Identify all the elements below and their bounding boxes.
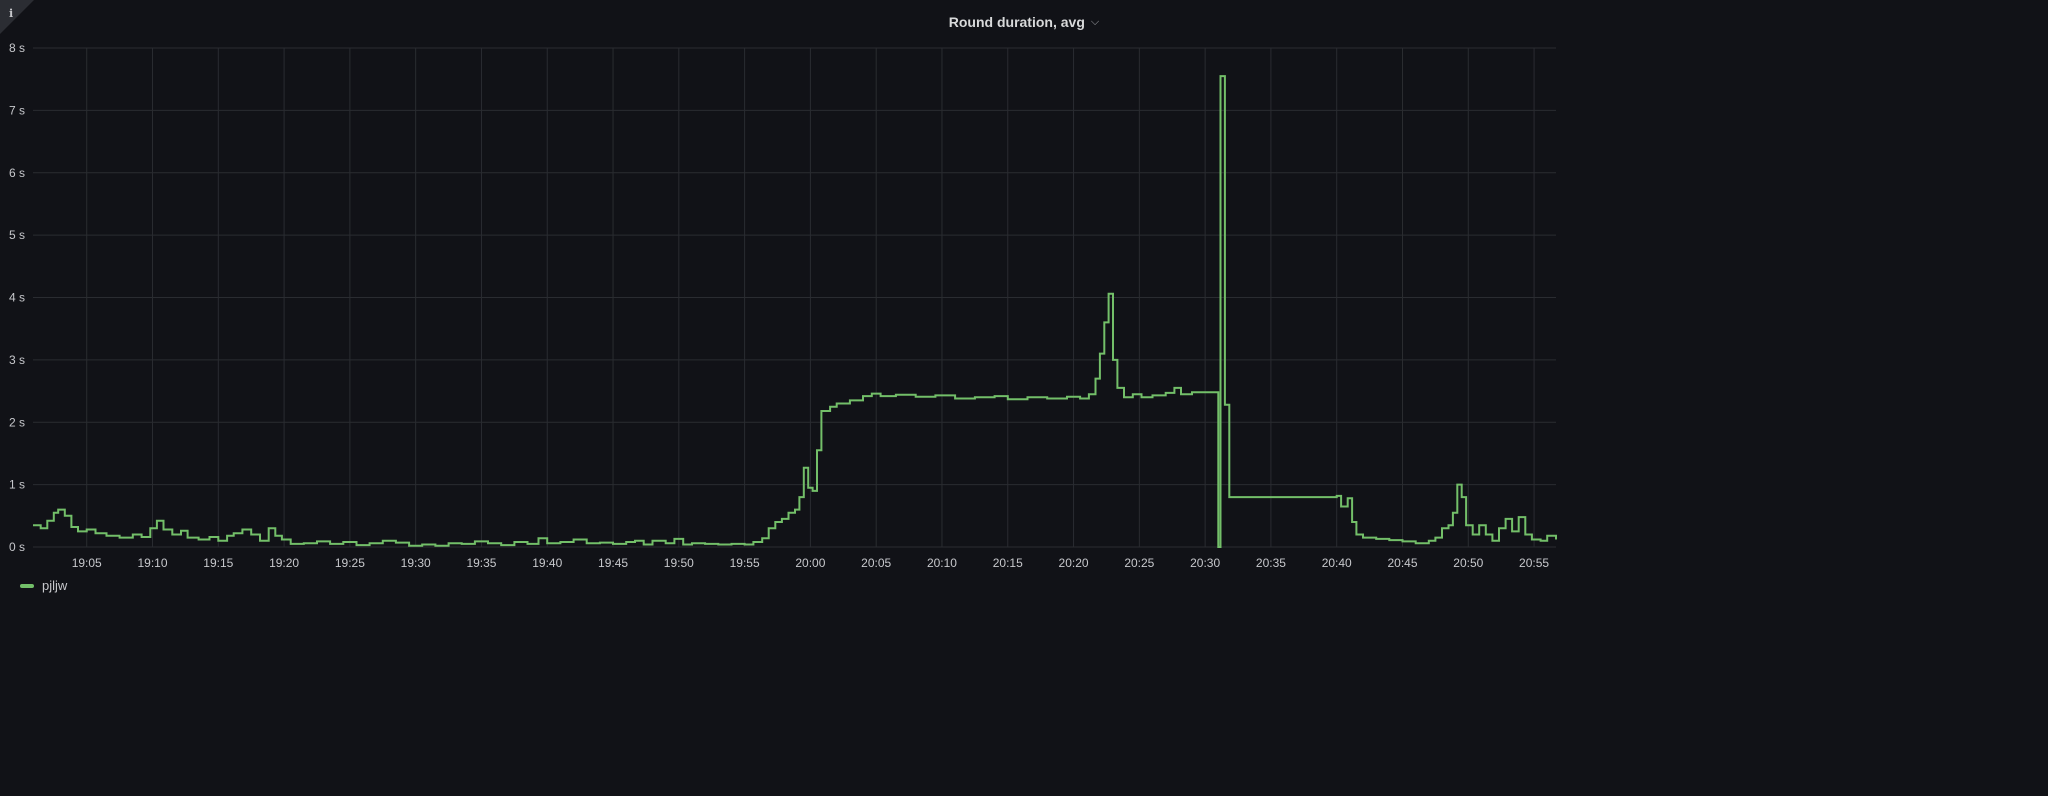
x-tick-label: 20:50 (1453, 556, 1483, 570)
x-tick-label: 20:40 (1322, 556, 1352, 570)
y-tick-label: 6 s (9, 166, 25, 180)
x-tick-label: 19:50 (664, 556, 694, 570)
y-tick-label: 3 s (9, 353, 25, 367)
x-tick-label: 19:30 (401, 556, 431, 570)
legend-swatch-pjljw (20, 583, 34, 588)
grid-layer (33, 47, 1556, 548)
panel-header: Round duration, avg ⌵ (0, 10, 2048, 34)
series-line-pjljw (33, 75, 1557, 548)
x-tick-label: 20:55 (1519, 556, 1549, 570)
x-tick-label: 19:15 (203, 556, 233, 570)
x-tick-label: 20:10 (927, 556, 957, 570)
y-tick-label: 4 s (9, 291, 25, 305)
y-tick-label: 8 s (9, 41, 25, 55)
series-layer (33, 75, 1557, 548)
panel-title: Round duration, avg (948, 14, 1085, 30)
x-tick-label: 19:40 (532, 556, 562, 570)
x-tick-label: 20:45 (1387, 556, 1417, 570)
x-tick-label: 19:05 (72, 556, 102, 570)
x-tick-label: 19:55 (730, 556, 760, 570)
x-axis-ticks: 19:05 19:10 19:15 19:20 19:25 19:30 19:35 19:40… (72, 556, 1550, 570)
x-tick-label: 19:45 (598, 556, 628, 570)
legend: pjljw (20, 578, 67, 593)
x-tick-label: 20:35 (1256, 556, 1286, 570)
panel-title-menu[interactable]: Round duration, avg ⌵ (949, 14, 1099, 30)
x-tick-label: 19:35 (466, 556, 496, 570)
x-tick-label: 20:00 (795, 556, 825, 570)
x-tick-label: 20:30 (1190, 556, 1220, 570)
y-axis-ticks: 0 s 1 s 2 s 3 s 4 s 5 s 6 s 7 s 8 s (9, 41, 25, 554)
info-corner-triangle (0, 0, 34, 34)
panel-info-corner[interactable]: i (0, 0, 34, 34)
y-tick-label: 7 s (9, 103, 25, 117)
y-tick-label: 1 s (9, 478, 25, 492)
y-tick-label: 5 s (9, 228, 25, 242)
x-tick-label: 20:20 (1059, 556, 1089, 570)
x-tick-label: 19:25 (335, 556, 365, 570)
chevron-down-icon: ⌵ (1090, 15, 1100, 28)
x-tick-label: 19:20 (269, 556, 299, 570)
y-tick-label: 0 s (9, 540, 25, 554)
legend-label-pjljw[interactable]: pjljw (42, 578, 68, 593)
x-tick-label: 20:25 (1124, 556, 1154, 570)
x-tick-label: 20:05 (861, 556, 891, 570)
x-tick-label: 19:10 (137, 556, 167, 570)
y-tick-label: 2 s (9, 415, 25, 429)
x-tick-label: 20:15 (993, 556, 1023, 570)
info-icon: i (9, 7, 14, 20)
